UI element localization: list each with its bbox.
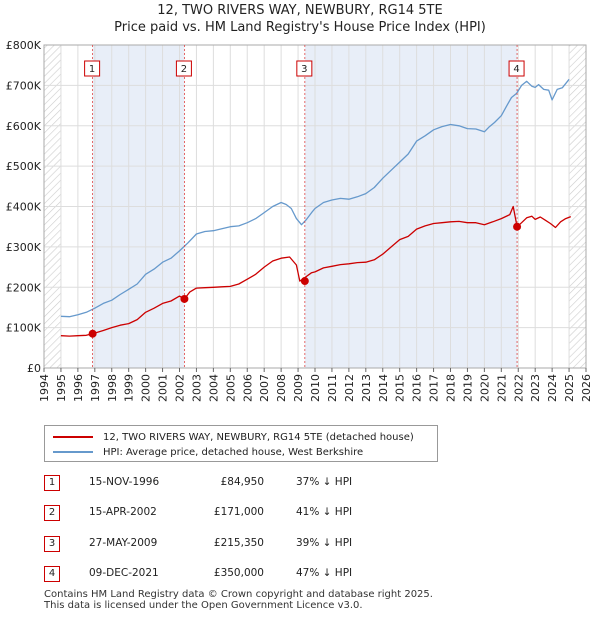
chart-canvas: £0 £100K £200K £300K £400K £500K £600K £700K £80… <box>6 39 593 402</box>
transaction-price: £215,350 <box>213 537 264 549</box>
transaction-date: 27-MAY-2009 <box>89 537 158 549</box>
y-tick-label: £500K <box>6 160 42 173</box>
transaction-label: 4 <box>513 64 519 75</box>
x-tick-label: 1994 <box>38 374 51 402</box>
series-line <box>60 205 572 337</box>
y-tick-label: £100K <box>6 322 42 335</box>
table-row: 4 09-DEC-2021 £350,000 47% ↓ HPI <box>44 566 444 586</box>
x-tick-label: 2007 <box>258 374 271 402</box>
y-tick-label: £800K <box>6 39 42 52</box>
transaction-point <box>300 277 309 286</box>
x-tick-label: 2025 <box>563 374 576 402</box>
x-tick-label: 2020 <box>478 374 491 402</box>
transaction-price: £84,950 <box>220 476 264 488</box>
transaction-price: £350,000 <box>213 567 264 579</box>
transaction-label: 1 <box>89 64 95 75</box>
legend-label-property: 12, TWO RIVERS WAY, NEWBURY, RG14 5TE (d… <box>103 431 414 443</box>
transaction-label: 3 <box>301 64 307 75</box>
x-tick-label: 2018 <box>445 374 458 402</box>
transaction-label: 2 <box>181 64 187 75</box>
transaction-number-badge: 3 <box>44 536 60 552</box>
x-tick-label: 2004 <box>207 374 220 402</box>
y-tick-label: £600K <box>6 120 42 133</box>
transaction-point <box>88 329 97 338</box>
x-tick-label: 2021 <box>495 374 508 402</box>
legend-swatch-hpi <box>53 451 93 453</box>
transaction-label-box <box>175 60 192 77</box>
transaction-date: 15-APR-2002 <box>89 506 157 518</box>
transaction-label-box <box>508 60 525 77</box>
transaction-price: £171,000 <box>213 506 264 518</box>
x-tick-label: 2012 <box>343 374 356 402</box>
transaction-label-box <box>84 60 101 77</box>
x-tick-label: 2016 <box>411 374 424 402</box>
chart-title-block: 12, TWO RIVERS WAY, NEWBURY, RG14 5TE Pr… <box>0 2 600 36</box>
x-tick-label: 2002 <box>174 374 187 402</box>
x-tick-label: 2005 <box>224 374 237 402</box>
chart-title: 12, TWO RIVERS WAY, NEWBURY, RG14 5TE <box>157 3 443 18</box>
x-tick-label: 2001 <box>157 374 170 402</box>
legend-item-hpi: HPI: Average price, detached house, West… <box>53 445 363 459</box>
transaction-hpi-diff: 39% ↓ HPI <box>296 537 353 549</box>
transaction-label-box <box>296 60 313 77</box>
transaction-number-badge: 1 <box>44 475 60 491</box>
y-tick-label: £700K <box>6 79 42 92</box>
transaction-point <box>513 222 522 231</box>
footer-copyright: Contains HM Land Registry data © Crown c… <box>44 589 433 600</box>
x-tick-label: 2022 <box>512 374 525 402</box>
x-tick-label: 2006 <box>241 374 254 402</box>
legend-label-hpi: HPI: Average price, detached house, West… <box>103 446 364 458</box>
x-tick-label: 2019 <box>461 374 474 402</box>
transaction-number-badge: 2 <box>44 505 60 521</box>
transaction-point <box>180 294 189 303</box>
x-tick-label: 2026 <box>580 374 593 402</box>
x-tick-label: 2009 <box>292 374 305 402</box>
transaction-number-badge: 4 <box>44 566 60 582</box>
y-tick-label: £0 <box>27 362 41 375</box>
x-tick-label: 2000 <box>140 374 153 402</box>
legend: 12, TWO RIVERS WAY, NEWBURY, RG14 5TE (d… <box>44 425 438 462</box>
x-tick-label: 2003 <box>190 374 203 402</box>
x-tick-label: 1998 <box>106 374 119 402</box>
x-tick-label: 2017 <box>428 374 441 402</box>
transaction-hpi-diff: 47% ↓ HPI <box>296 567 353 579</box>
x-tick-label: 2023 <box>529 374 542 402</box>
transaction-hpi-diff: 41% ↓ HPI <box>296 506 353 518</box>
x-tick-label: 2024 <box>546 374 559 402</box>
x-tick-label: 2015 <box>394 374 407 402</box>
table-row: 2 15-APR-2002 £171,000 41% ↓ HPI <box>44 505 444 525</box>
x-tick-label: 1996 <box>72 374 85 402</box>
x-tick-label: 2008 <box>275 374 288 402</box>
transaction-hpi-diff: 37% ↓ HPI <box>296 476 353 488</box>
footer-license: This data is licensed under the Open Gov… <box>44 600 363 611</box>
transaction-date: 15-NOV-1996 <box>89 476 160 488</box>
transaction-date: 09-DEC-2021 <box>89 567 159 579</box>
y-tick-label: £200K <box>6 281 42 294</box>
x-tick-label: 1995 <box>55 374 68 402</box>
x-tick-label: 2014 <box>377 374 390 402</box>
y-tick-label: £400K <box>6 201 42 214</box>
series-line <box>60 78 570 318</box>
table-row: 1 15-NOV-1996 £84,950 37% ↓ HPI <box>44 475 444 495</box>
legend-swatch-property <box>53 436 93 438</box>
table-row: 3 27-MAY-2009 £215,350 39% ↓ HPI <box>44 536 444 556</box>
y-tick-label: £300K <box>6 241 42 254</box>
chart-subtitle: Price paid vs. HM Land Registry's House … <box>114 20 486 35</box>
x-tick-label: 1999 <box>123 374 136 402</box>
x-tick-label: 2010 <box>309 374 322 402</box>
x-tick-label: 2013 <box>360 374 373 402</box>
x-tick-label: 1997 <box>89 374 102 402</box>
legend-item-property: 12, TWO RIVERS WAY, NEWBURY, RG14 5TE (d… <box>53 430 414 444</box>
x-tick-label: 2011 <box>326 374 339 402</box>
footer: Contains HM Land Registry data © Crown c… <box>44 589 433 611</box>
